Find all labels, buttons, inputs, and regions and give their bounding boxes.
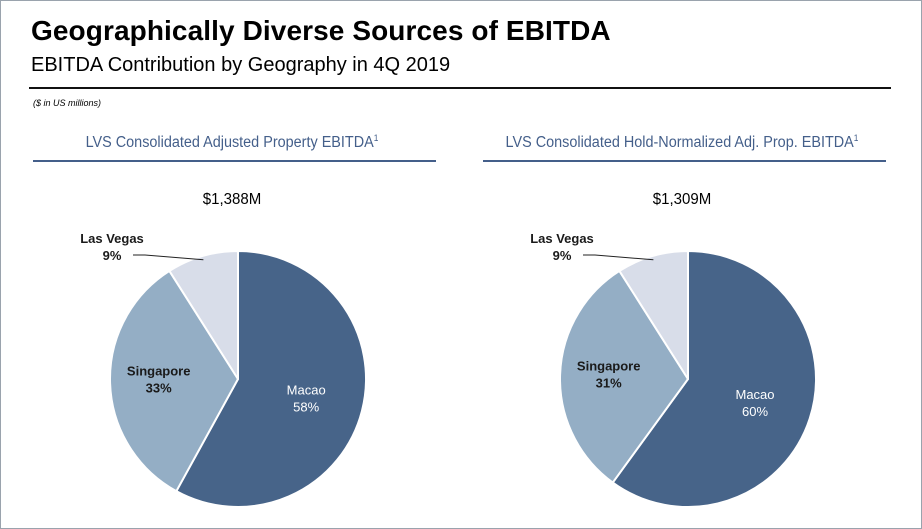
chart-title-divider (483, 160, 886, 162)
title-divider (29, 87, 891, 89)
slice-label-macao: Macao (735, 387, 774, 402)
pie-chart-adjusted: LVS Consolidated Adjusted Property EBITD… (27, 129, 437, 529)
slice-value-las-vegas: 9% (103, 248, 122, 263)
pie-slice-las-vegas (168, 250, 239, 380)
slice-value-macao: 60% (742, 404, 768, 419)
slice-label-macao: Macao (287, 383, 326, 398)
slice-value-singapore: 33% (146, 381, 172, 396)
leader-line-las-vegas (133, 254, 204, 261)
pie-slice-singapore (109, 269, 239, 493)
slice-value-macao: 58% (293, 400, 319, 415)
chart-title-divider (33, 160, 436, 162)
chart-total: $1,309M (652, 191, 712, 208)
slice-label-singapore: Singapore (577, 359, 641, 374)
pie-slice-singapore (559, 269, 689, 484)
chart-title-text: LVS Consolidated Adjusted Property EBITD… (85, 134, 374, 151)
chart-title-footnote: 1 (373, 133, 379, 143)
slice-value-singapore: 31% (596, 376, 622, 391)
page-title: Geographically Diverse Sources of EBITDA (31, 15, 611, 46)
pie-slice-macao (175, 250, 367, 508)
units-note: ($ in US millions) (33, 98, 102, 108)
pie-chart-hold-normalized: LVS Consolidated Hold-Normalized Adj. Pr… (477, 129, 887, 529)
chart-title: LVS Consolidated Hold-Normalized Adj. Pr… (491, 133, 872, 152)
leader-line-las-vegas (583, 254, 654, 261)
chart-title-text: LVS Consolidated Hold-Normalized Adj. Pr… (505, 134, 854, 151)
pie-svg: Macao 58% Singapore 33% Las Vegas 9% (80, 231, 367, 508)
chart-title-footnote: 1 (853, 133, 859, 143)
slice-label-singapore: Singapore (127, 364, 191, 379)
slice-label-las-vegas: Las Vegas (530, 231, 594, 246)
slice-value-las-vegas: 9% (553, 248, 572, 263)
chart-title: LVS Consolidated Adjusted Property EBITD… (41, 133, 422, 152)
slice-label-las-vegas: Las Vegas (80, 231, 144, 246)
pie-slice-macao (611, 250, 817, 508)
chart-total: $1,388M (202, 191, 262, 208)
pie-slice-las-vegas (618, 250, 689, 380)
pie-svg: Macao 60% Singapore 31% Las Vegas 9% (530, 231, 817, 508)
page-subtitle: EBITDA Contribution by Geography in 4Q 2… (31, 54, 451, 76)
